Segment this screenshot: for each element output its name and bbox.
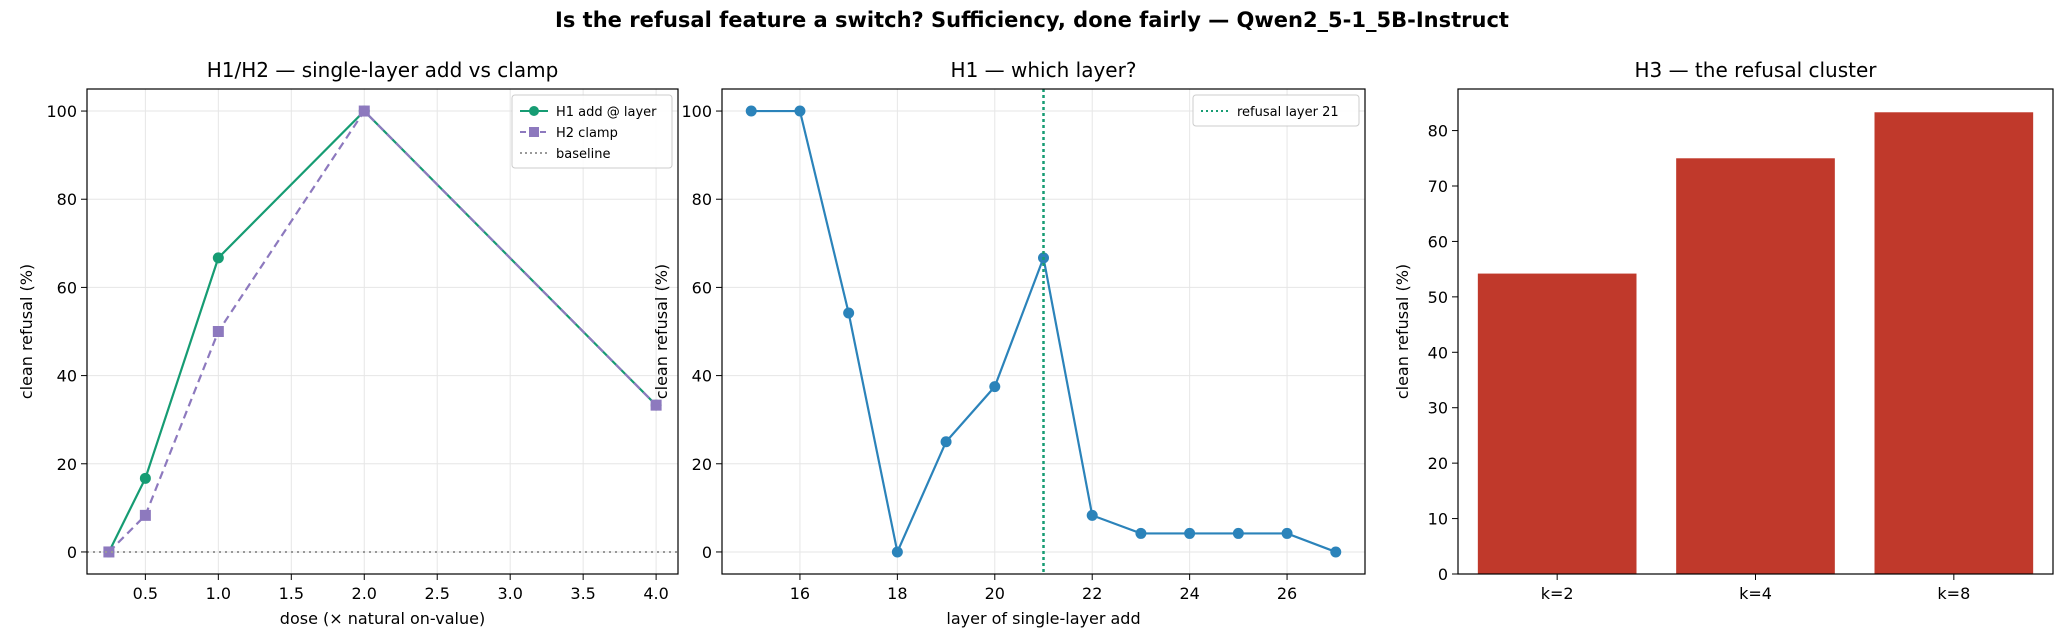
data-point (1184, 527, 1196, 539)
data-point (745, 105, 757, 117)
x-tick-label: 26 (1277, 584, 1297, 603)
data-point (1232, 527, 1244, 539)
y-axis-label: clean refusal (%) (652, 264, 671, 399)
data-point (212, 326, 224, 337)
figure-title: Is the refusal feature a switch? Suffici… (555, 8, 1509, 32)
x-tick-label: 18 (887, 584, 907, 603)
x-tick-label: 3.0 (497, 584, 522, 603)
y-tick-label: 40 (692, 367, 712, 386)
data-point (891, 546, 903, 558)
data-point (139, 509, 151, 521)
y-tick-label: 40 (57, 367, 77, 386)
x-tick-label: 0.5 (133, 584, 158, 603)
x-tick-label: 20 (985, 584, 1005, 603)
axes-title: H3 — the refusal cluster (1634, 58, 1877, 82)
y-tick-label: 20 (692, 455, 712, 474)
x-tick-label: k=2 (1541, 584, 1574, 603)
x-tick-label: 24 (1179, 584, 1199, 603)
series-line-1 (108, 109, 657, 553)
y-tick-label: 100 (46, 102, 77, 121)
data-point (358, 105, 370, 117)
y-tick-label: 20 (57, 455, 77, 474)
legend-label: H1 add @ layer (556, 105, 657, 120)
data-point (1330, 546, 1342, 558)
x-tick-label: 3.5 (570, 584, 595, 603)
y-tick-label: 80 (1428, 122, 1448, 141)
x-axis-label: layer of single-layer add (946, 609, 1140, 628)
x-tick-label: k=4 (1739, 584, 1772, 603)
axes-title: H1/H2 — single-layer add vs clamp (207, 58, 559, 82)
bar-k=8 (1874, 112, 2034, 574)
axes-frame (721, 88, 1366, 575)
y-tick-label: 60 (692, 278, 712, 297)
data-point (103, 546, 115, 558)
data-point (650, 399, 662, 411)
y-tick-label: 40 (1428, 343, 1448, 362)
data-point (940, 436, 952, 448)
bar-k=4 (1676, 158, 1835, 575)
y-axis-label: clean refusal (%) (17, 264, 36, 399)
x-tick-label: 2.0 (352, 584, 377, 603)
x-axis-label: dose (× natural on-value) (280, 609, 485, 628)
x-tick-label: 22 (1082, 584, 1102, 603)
data-point (1086, 509, 1098, 521)
legend-marker (529, 127, 539, 137)
x-tick-label: k=8 (1937, 584, 1970, 603)
legend-label: refusal layer 21 (1237, 105, 1339, 120)
y-tick-label: 50 (1428, 288, 1448, 307)
data-point (989, 381, 1001, 393)
data-point (1281, 527, 1293, 539)
legend-marker (529, 106, 539, 116)
y-tick-label: 0 (67, 543, 77, 562)
y-axis-label: clean refusal (%) (1393, 264, 1412, 399)
legend-box (1192, 94, 1360, 127)
axes-title: H1 — which layer? (951, 58, 1137, 82)
data-point (1135, 527, 1147, 539)
y-tick-label: 0 (1438, 565, 1448, 584)
x-tick-label: 1.5 (279, 584, 304, 603)
y-tick-label: 80 (692, 190, 712, 209)
y-tick-label: 0 (702, 543, 712, 562)
series-line-0 (107, 109, 657, 553)
y-tick-label: 60 (1428, 232, 1448, 251)
y-tick-label: 10 (1428, 510, 1448, 529)
y-tick-label: 70 (1428, 177, 1448, 196)
bar-k=2 (1477, 273, 1637, 574)
axes-frame (1457, 88, 2054, 575)
x-tick-label: 16 (790, 584, 810, 603)
y-tick-label: 100 (681, 102, 712, 121)
data-point (794, 105, 806, 117)
legend-label: H2 clamp (556, 126, 618, 141)
legend-label: baseline (556, 147, 610, 162)
data-point (843, 307, 855, 319)
y-tick-label: 60 (57, 278, 77, 297)
x-tick-label: 2.5 (424, 584, 449, 603)
y-tick-label: 20 (1428, 454, 1448, 473)
axes-frame (86, 88, 679, 575)
data-point (139, 472, 151, 484)
x-tick-label: 1.0 (206, 584, 231, 603)
legend-box (511, 94, 673, 169)
y-tick-label: 80 (57, 190, 77, 209)
y-tick-label: 30 (1428, 399, 1448, 418)
x-tick-label: 4.0 (643, 584, 668, 603)
data-point (212, 252, 224, 264)
